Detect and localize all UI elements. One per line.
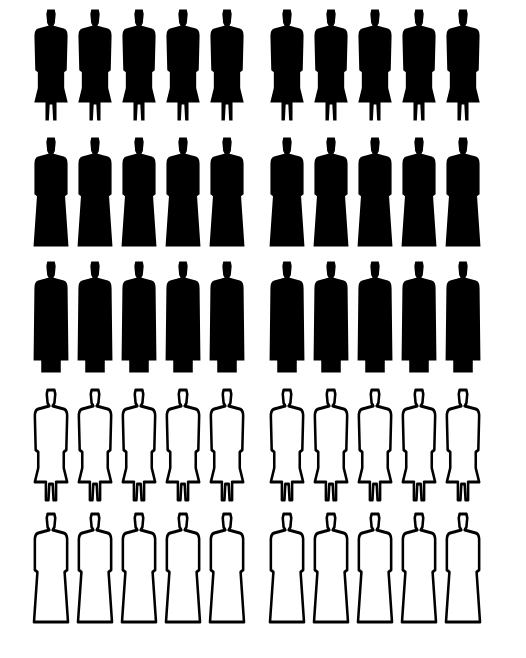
person-icon bbox=[165, 137, 201, 247]
person-icon bbox=[445, 261, 481, 373]
person-icon bbox=[313, 261, 349, 373]
person-icon bbox=[122, 9, 156, 121]
person-icon bbox=[312, 512, 350, 624]
person-icon bbox=[210, 9, 244, 121]
person-icon bbox=[78, 9, 112, 121]
person-icon bbox=[76, 512, 114, 624]
person-icon bbox=[357, 137, 393, 247]
person-icon bbox=[314, 9, 348, 121]
person-icon bbox=[33, 261, 69, 373]
figure-group-2 bbox=[269, 261, 481, 373]
person-icon bbox=[445, 388, 481, 502]
figure-row-4 bbox=[33, 388, 481, 502]
person-icon bbox=[32, 512, 70, 624]
person-icon bbox=[121, 261, 157, 373]
person-icon bbox=[34, 9, 68, 121]
person-icon bbox=[401, 137, 437, 247]
figure-group-2 bbox=[269, 137, 481, 247]
person-icon bbox=[209, 137, 245, 247]
person-icon bbox=[268, 512, 306, 624]
figure-row-3 bbox=[33, 261, 481, 373]
person-icon bbox=[313, 388, 349, 502]
person-icon bbox=[208, 512, 246, 624]
figure-group-1 bbox=[33, 388, 245, 502]
person-icon bbox=[165, 388, 201, 502]
figure-group-1 bbox=[34, 9, 244, 121]
person-icon bbox=[33, 137, 69, 247]
person-icon bbox=[357, 261, 393, 373]
person-icon bbox=[358, 9, 392, 121]
person-icon bbox=[356, 512, 394, 624]
figure-group-1 bbox=[33, 137, 245, 247]
person-icon bbox=[209, 388, 245, 502]
person-icon bbox=[402, 9, 436, 121]
person-icon bbox=[313, 137, 349, 247]
person-icon bbox=[269, 388, 305, 502]
figure-group-2 bbox=[270, 9, 480, 121]
figure-group-1 bbox=[32, 512, 246, 624]
person-icon bbox=[166, 9, 200, 121]
person-icon bbox=[33, 388, 69, 502]
person-icon bbox=[400, 512, 438, 624]
figure-group-2 bbox=[268, 512, 482, 624]
pictogram-rows bbox=[32, 9, 482, 624]
person-icon bbox=[121, 137, 157, 247]
person-icon bbox=[270, 9, 304, 121]
figure-row-2 bbox=[33, 137, 481, 247]
person-icon bbox=[401, 261, 437, 373]
person-icon bbox=[165, 261, 201, 373]
person-icon bbox=[269, 261, 305, 373]
person-icon bbox=[446, 9, 480, 121]
figure-group-1 bbox=[33, 261, 245, 373]
figure-row-5 bbox=[32, 512, 482, 624]
person-icon bbox=[401, 388, 437, 502]
person-icon bbox=[77, 261, 113, 373]
person-icon bbox=[120, 512, 158, 624]
person-icon bbox=[269, 137, 305, 247]
person-icon bbox=[121, 388, 157, 502]
person-icon bbox=[445, 137, 481, 247]
figure-row-1 bbox=[34, 9, 480, 121]
person-icon bbox=[357, 388, 393, 502]
person-icon bbox=[209, 261, 245, 373]
person-icon bbox=[164, 512, 202, 624]
figure-group-2 bbox=[269, 388, 481, 502]
person-icon bbox=[444, 512, 482, 624]
person-icon bbox=[77, 137, 113, 247]
person-icon bbox=[77, 388, 113, 502]
